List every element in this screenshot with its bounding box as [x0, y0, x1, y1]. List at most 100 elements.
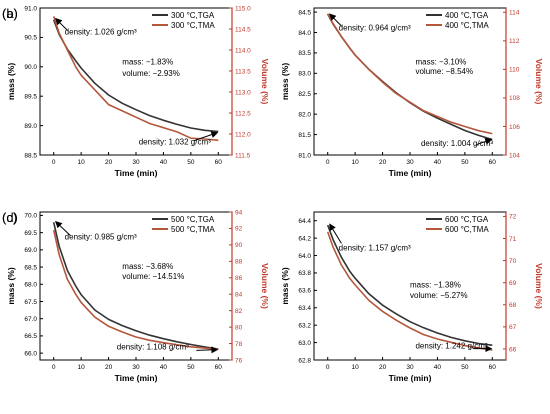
y-tick-label: 89.5 [24, 94, 37, 101]
x-tick-label: 50 [187, 364, 195, 371]
y-tick-label: 62.8 [298, 357, 311, 364]
y-right-tick-label: 94 [235, 209, 243, 216]
y-tick-label: 63.6 [298, 288, 311, 295]
volume-change-label: volume: −14.51% [122, 272, 184, 281]
y-tick-label: 81.5 [298, 132, 311, 139]
y-tick-label: 66.5 [24, 333, 37, 340]
y-tick-label: 66.0 [24, 350, 37, 357]
x-tick-label: 40 [434, 364, 442, 371]
density-start-label: density: 1.157 g/cm³ [339, 243, 411, 252]
density-end-label: density: 1.242 g/cm³ [415, 342, 487, 351]
x-axis-label: Time (min) [389, 373, 432, 383]
y-right-tick-label: 114.5 [235, 26, 251, 33]
y-tick-label: 63.0 [298, 340, 311, 347]
legend-entry: 500 °C,TMA [171, 225, 215, 234]
mass-change-label: mass: −3.68% [122, 262, 173, 271]
x-tick-label: 40 [434, 159, 442, 166]
chart-panel-1: (a) 0 10 20 30 40 50 60 88.5 89.0 89.5 90.0 90.5 91.0… [2, 5, 270, 178]
y-right-tick-label: 115.0 [235, 5, 251, 12]
x-tick-label: 0 [326, 159, 330, 166]
x-tick-label: 0 [52, 364, 56, 371]
x-tick-label: 50 [461, 364, 469, 371]
legend-entry: 500 °C,TGA [171, 215, 215, 224]
mass-change-label: mass: −3.10% [415, 57, 466, 66]
series-line-tma [326, 13, 493, 135]
y-tick-label: 67.5 [24, 299, 37, 306]
x-tick-label: 50 [187, 159, 195, 166]
y-right-tick-label: 68 [509, 302, 517, 309]
y-right-tick-label: 76 [235, 357, 243, 364]
y-right-axis-label: Volume (%) [260, 263, 270, 309]
series-line-tga [52, 222, 219, 350]
x-tick-label: 60 [215, 364, 223, 371]
y-right-tick-label: 82 [235, 308, 243, 315]
series-line-tma [326, 231, 493, 351]
series-line-tga [52, 19, 219, 133]
chart-panel-4: (d) 0 10 20 30 40 50 60 62.8 63.0 63.2 63.4 63.6 63.8… [2, 210, 544, 383]
y-axis-label: mass (%) [6, 267, 16, 304]
y-right-tick-label: 66 [509, 346, 517, 353]
x-tick-label: 60 [489, 364, 497, 371]
y-tick-label: 67.0 [24, 316, 37, 323]
legend-entry: 600 °C,TGA [445, 215, 489, 224]
chart-panel-3: (c) 0 10 20 30 40 50 60 66.0 66.5 67.0 67.5 68.0 68.5… [2, 209, 270, 383]
density-start-label: density: 0.964 g/cm³ [339, 23, 411, 32]
y-right-tick-label: 114.0 [235, 47, 251, 54]
y-tick-label: 69.5 [24, 230, 37, 237]
x-tick-label: 30 [406, 364, 414, 371]
x-axis-label: Time (min) [115, 373, 158, 383]
y-right-tick-label: 108 [509, 95, 520, 102]
density-end-label: density: 1.004 g/cm³ [421, 139, 493, 148]
x-tick-label: 60 [489, 159, 497, 166]
y-tick-label: 88.5 [24, 152, 37, 159]
start-arrow [329, 223, 342, 244]
y-right-tick-label: 113.0 [235, 89, 251, 96]
y-right-tick-label: 114 [509, 10, 520, 17]
series-line-tga [326, 224, 493, 346]
y-right-tick-label: 78 [235, 341, 243, 348]
x-tick-label: 50 [461, 159, 469, 166]
y-right-tick-label: 84 [235, 292, 243, 299]
end-arrow [196, 346, 219, 354]
x-tick-label: 40 [160, 159, 168, 166]
y-right-axis-label: Volume (%) [534, 263, 544, 309]
y-right-tick-label: 70 [509, 258, 517, 265]
y-right-tick-label: 69 [509, 280, 517, 287]
end-arrow [193, 131, 219, 142]
y-right-tick-label: 111.5 [235, 152, 251, 159]
legend-entry: 400 °C,TGA [445, 11, 489, 20]
x-tick-label: 20 [379, 364, 387, 371]
x-tick-label: 30 [132, 364, 140, 371]
panel-label: (a) [2, 6, 18, 21]
y-tick-label: 68.0 [24, 282, 37, 289]
y-right-tick-label: 113.5 [235, 68, 251, 75]
y-tick-label: 91.0 [24, 5, 37, 12]
y-tick-label: 90.5 [24, 35, 37, 42]
y-tick-label: 83.5 [298, 50, 311, 57]
x-tick-label: 20 [105, 159, 113, 166]
y-right-tick-label: 71 [509, 236, 517, 243]
density-end-label: density: 1.032 g/cm³ [139, 137, 211, 146]
y-tick-label: 84.0 [298, 30, 311, 37]
y-right-tick-label: 92 [235, 226, 243, 233]
start-arrow [329, 13, 342, 27]
x-tick-label: 10 [78, 364, 86, 371]
y-right-axis-label: Volume (%) [260, 59, 270, 105]
mass-change-label: mass: −1.38% [410, 281, 461, 290]
series-line-tma [52, 16, 219, 142]
y-axis-label: mass (%) [6, 63, 16, 100]
series-line-tma [52, 229, 219, 351]
y-axis-label: mass (%) [280, 63, 290, 100]
y-tick-label: 63.8 [298, 270, 311, 277]
volume-change-label: volume: −8.54% [415, 67, 473, 76]
panel-label: (d) [2, 210, 18, 225]
y-right-tick-label: 110 [509, 67, 520, 74]
y-tick-label: 69.0 [24, 247, 37, 254]
x-tick-label: 0 [52, 159, 56, 166]
density-end-label: density: 1.108 g/cm³ [117, 343, 189, 352]
y-tick-label: 83.0 [298, 71, 311, 78]
y-right-tick-label: 112.0 [235, 131, 251, 138]
x-axis-label: Time (min) [115, 168, 158, 178]
y-tick-label: 64.4 [298, 218, 311, 225]
y-tick-label: 89.0 [24, 123, 37, 130]
